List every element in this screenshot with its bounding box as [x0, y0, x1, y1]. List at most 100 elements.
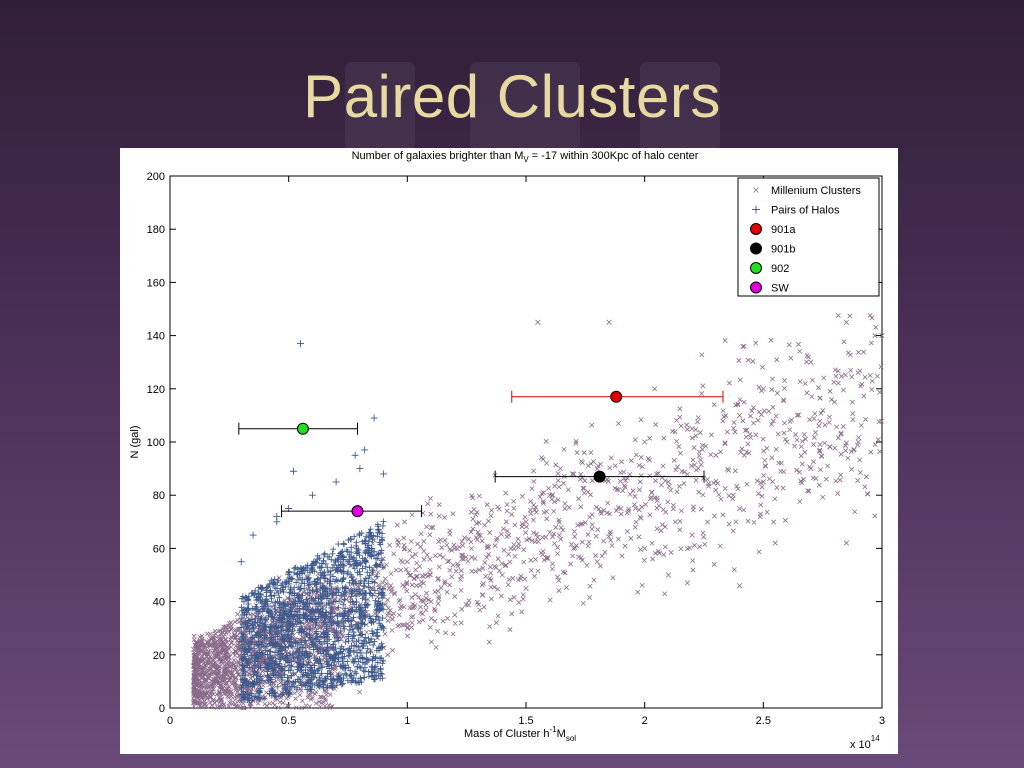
halo-pair-point — [335, 589, 342, 596]
millenium-cluster-point — [205, 631, 210, 637]
halo-pair-point — [364, 602, 371, 609]
millenium-cluster-point — [192, 680, 197, 686]
halo-pair-point — [317, 580, 324, 587]
millenium-cluster-point — [197, 661, 202, 667]
millenium-cluster-point — [838, 472, 844, 478]
halo-pair-point — [334, 676, 341, 683]
halo-pair-point — [255, 584, 262, 591]
halo-pair-point — [262, 617, 269, 624]
millenium-cluster-point — [794, 412, 800, 418]
halo-pair-point — [303, 606, 310, 613]
halo-pair-point — [280, 600, 287, 607]
millenium-cluster-point — [676, 444, 682, 449]
halo-pair-point — [324, 564, 331, 571]
millenium-cluster-point — [203, 693, 208, 699]
halo-pair-point — [340, 662, 347, 669]
millenium-cluster-point — [751, 519, 757, 525]
millenium-cluster-point — [318, 623, 324, 629]
halo-pair-point — [335, 637, 342, 644]
millenium-cluster-point — [840, 423, 846, 429]
halo-pair-point — [286, 626, 293, 633]
millenium-cluster-point — [835, 435, 841, 441]
halo-pair-point — [290, 654, 297, 661]
halo-pair-point — [378, 557, 385, 564]
halo-pair-point — [324, 578, 331, 585]
millenium-cluster-point — [714, 480, 720, 486]
y-tick-label: 140 — [147, 331, 165, 343]
halo-pair-point — [257, 664, 264, 671]
millenium-cluster-point — [834, 424, 840, 430]
halo-pair-point — [372, 597, 379, 604]
millenium-cluster-point — [227, 621, 232, 626]
millenium-cluster-point — [575, 522, 581, 528]
halo-pair-point — [351, 533, 358, 540]
millenium-cluster-point — [418, 531, 424, 537]
millenium-cluster-point — [802, 381, 808, 387]
halo-pair-point — [246, 664, 253, 671]
millenium-cluster-point — [782, 378, 788, 383]
millenium-cluster-point — [653, 471, 659, 477]
millenium-cluster-point — [619, 553, 625, 559]
millenium-cluster-point — [419, 573, 425, 579]
millenium-cluster-point — [691, 445, 697, 451]
millenium-cluster-point — [527, 507, 533, 513]
halo-pair-point — [327, 567, 334, 574]
title-ghost-block — [470, 62, 580, 150]
halo-pair-point — [268, 692, 275, 699]
halo-pair-point — [313, 600, 320, 607]
millenium-cluster-point — [678, 423, 684, 429]
millenium-cluster-point — [408, 538, 414, 544]
millenium-cluster-point — [484, 554, 490, 560]
halo-pair-point — [353, 604, 360, 611]
halo-pair-point — [255, 623, 262, 630]
millenium-cluster-point — [429, 639, 435, 645]
millenium-cluster-point — [220, 685, 226, 691]
millenium-cluster-point — [213, 698, 219, 704]
millenium-cluster-point — [194, 656, 200, 662]
millenium-cluster-point — [858, 422, 864, 428]
millenium-cluster-point — [593, 533, 599, 539]
halo-pair-point — [244, 597, 251, 604]
millenium-cluster-point — [653, 478, 659, 484]
x-axis: 0 0.5 1 1.5 2 2.5 3 — [167, 176, 885, 727]
millenium-cluster-point — [212, 677, 217, 683]
halo-pair-point — [246, 697, 253, 704]
millenium-cluster-point — [632, 437, 638, 443]
x-axis-label-sub: sol — [566, 734, 576, 743]
halo-pair-point — [292, 639, 299, 646]
halo-pair-point — [301, 580, 308, 587]
halo-pair-point — [370, 653, 377, 660]
millenium-cluster-point — [810, 475, 816, 481]
millenium-cluster-point — [802, 449, 808, 455]
halo-pair-point — [369, 657, 376, 664]
millenium-cluster-point — [389, 586, 395, 592]
millenium-cluster-point — [293, 696, 298, 701]
millenium-cluster-point — [652, 495, 658, 501]
halo-pair-point — [257, 591, 264, 598]
millenium-cluster-point — [745, 441, 751, 447]
millenium-cluster-point — [420, 611, 425, 617]
millenium-cluster-point — [641, 557, 647, 563]
millenium-cluster-point — [469, 568, 475, 574]
millenium-cluster-point — [207, 666, 213, 672]
millenium-cluster-point — [630, 488, 636, 494]
halo-pair-point — [279, 666, 286, 673]
millenium-cluster-point — [648, 489, 654, 495]
halo-pair-point — [316, 683, 323, 690]
millenium-cluster-point — [556, 588, 562, 594]
millenium-cluster-point — [841, 339, 847, 345]
millenium-cluster-point — [473, 568, 478, 574]
millenium-cluster-point — [458, 620, 464, 626]
millenium-cluster-point — [488, 577, 494, 583]
millenium-cluster-point — [586, 539, 592, 545]
millenium-cluster-point — [413, 567, 419, 573]
millenium-cluster-point — [400, 559, 406, 565]
millenium-cluster-point — [769, 421, 775, 427]
millenium-cluster-point — [556, 532, 562, 538]
millenium-cluster-point — [505, 582, 511, 588]
millenium-cluster-point — [736, 505, 743, 512]
halo-pair-point — [369, 567, 376, 574]
halo-pair-point — [332, 557, 339, 564]
millenium-cluster-point — [436, 596, 442, 602]
millenium-cluster-point — [398, 603, 404, 609]
